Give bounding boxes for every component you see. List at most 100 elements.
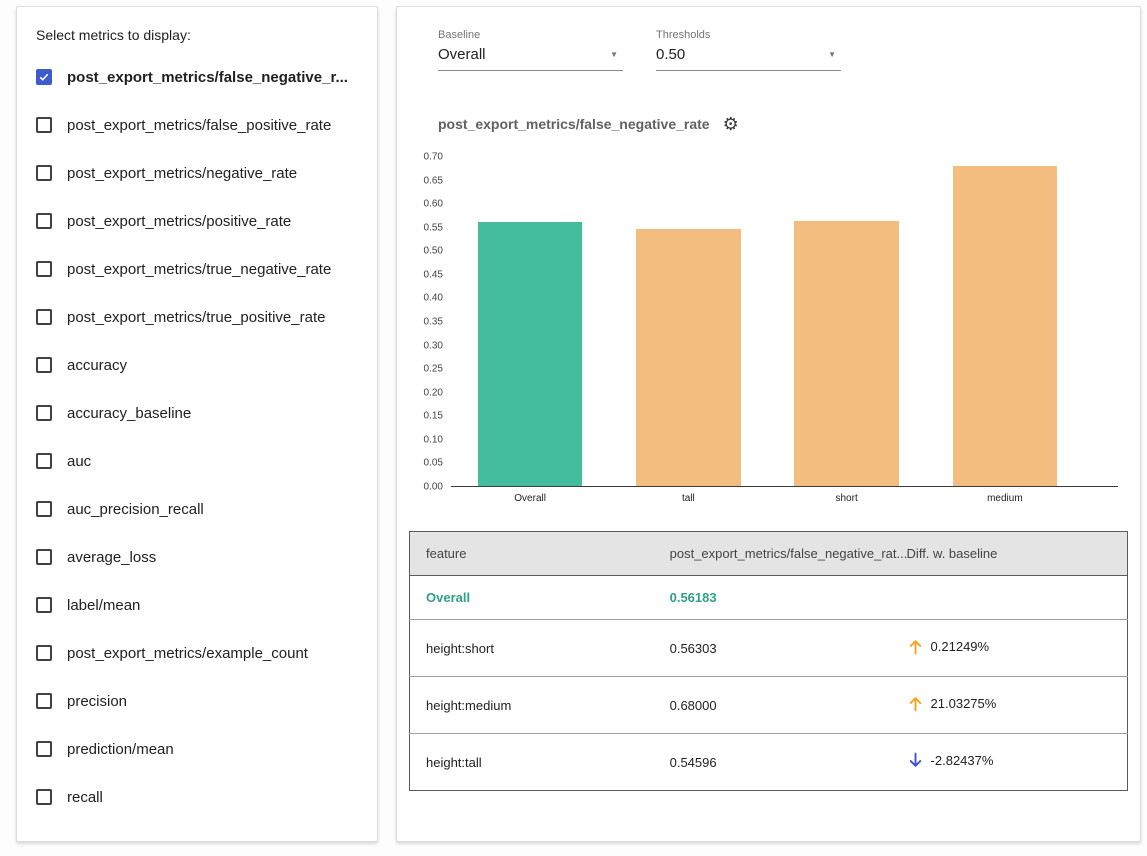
diff-up-arrow-icon xyxy=(907,638,924,655)
metric-checkbox[interactable] xyxy=(36,357,52,373)
y-axis-tick-label: 0.55 xyxy=(423,222,443,234)
metric-checkbox[interactable] xyxy=(36,405,52,421)
metric-label: post_export_metrics/false_negative_r... xyxy=(67,68,348,86)
y-axis-tick-label: 0.40 xyxy=(423,292,443,304)
metric-value-cell: 0.68000 xyxy=(669,697,717,713)
metric-checkbox-row: post_export_metrics/true_negative_rate xyxy=(36,245,361,293)
diff-cell xyxy=(891,576,1128,620)
diff-up-arrow-icon xyxy=(907,695,924,712)
table-column-header: Diff. w. baseline xyxy=(890,531,1128,576)
metric-checkbox-row: accuracy_baseline xyxy=(36,389,361,437)
diff-percent: 21.03275% xyxy=(930,696,997,711)
bar-medium xyxy=(952,166,1058,486)
metric-checkbox[interactable] xyxy=(36,693,52,709)
metric-checkbox[interactable] xyxy=(36,117,52,133)
metric-label: post_export_metrics/positive_rate xyxy=(67,212,292,230)
y-axis-tick-label: 0.70 xyxy=(423,151,443,163)
table-column-header: feature xyxy=(409,531,654,576)
thresholds-select-value: 0.50 xyxy=(656,46,686,63)
y-axis-tick-label: 0.35 xyxy=(423,316,443,328)
metric-checkbox[interactable] xyxy=(36,501,52,517)
feature-cell: height:short xyxy=(426,640,494,656)
metrics-panel-title: Select metrics to display: xyxy=(36,27,191,43)
diff-percent: -2.82437% xyxy=(930,753,994,768)
feature-cell: height:tall xyxy=(426,754,482,770)
baseline-select-value: Overall xyxy=(438,46,486,63)
y-axis-tick-label: 0.50 xyxy=(423,245,443,257)
metric-checkbox-row: post_export_metrics/positive_rate xyxy=(36,197,361,245)
metric-checkbox-row: prediction/mean xyxy=(36,725,361,773)
settings-gear-icon[interactable]: ⚙ xyxy=(722,114,739,134)
metric-label: prediction/mean xyxy=(67,740,174,758)
bar-slot xyxy=(768,157,926,486)
metric-checkbox-row: post_export_metrics/negative_rate xyxy=(36,149,361,197)
metric-checkbox[interactable] xyxy=(36,453,52,469)
metric-checkbox-row: post_export_metrics/true_positive_rate xyxy=(36,293,361,341)
y-axis-tick-label: 0.05 xyxy=(423,457,443,469)
baseline-select[interactable]: Baseline Overall ▼ xyxy=(438,29,623,71)
y-axis-tick-label: 0.45 xyxy=(423,269,443,281)
feature-cell: Overall xyxy=(426,590,471,605)
metric-label: post_export_metrics/true_positive_rate xyxy=(67,308,326,326)
metric-value-cell: 0.56303 xyxy=(669,640,717,656)
table-row: height:tall 0.54596 -2.82437% xyxy=(410,734,1128,791)
y-axis-tick-label: 0.60 xyxy=(423,198,443,210)
metric-value-cell: 0.54596 xyxy=(669,754,717,770)
bar-overall xyxy=(477,221,583,486)
metric-checkbox[interactable] xyxy=(36,213,52,229)
y-axis-tick-label: 0.30 xyxy=(423,340,443,352)
y-axis-tick-label: 0.65 xyxy=(423,175,443,187)
metric-checkbox-row: precision xyxy=(36,677,361,725)
metric-checkbox[interactable] xyxy=(36,165,52,181)
metric-label: average_loss xyxy=(67,548,157,566)
metric-checkbox[interactable] xyxy=(36,549,52,565)
metric-checkbox-row: post_export_metrics/false_negative_r... xyxy=(36,53,361,101)
metric-checkbox[interactable] xyxy=(36,69,52,85)
x-axis-labels: Overall tall short medium xyxy=(451,493,1084,504)
dropdown-arrow-icon: ▼ xyxy=(610,50,618,59)
table-row: height:short 0.56303 0.21249% xyxy=(409,620,1128,677)
metric-label: post_export_metrics/true_negative_rate xyxy=(67,260,332,278)
metric-checkbox-row: post_export_metrics/example_count xyxy=(36,629,361,677)
metric-value-cell: 0.56183 xyxy=(669,590,717,605)
bar-tall xyxy=(636,229,741,486)
table-row: Overall 0.56183 xyxy=(409,576,1128,620)
bar-slot xyxy=(609,157,767,486)
bar-chart: 0.00 0.05 0.10 0.15 0.20 0.25 0.30 0.35 0.40 0.45… xyxy=(409,152,1118,493)
diff-down-arrow-icon xyxy=(907,752,924,769)
chart-title: post_export_metrics/false_negative_rate xyxy=(438,116,710,132)
metric-label: precision xyxy=(67,692,128,710)
metrics-table: feature post_export_metrics/false_negativ… xyxy=(409,531,1128,791)
y-axis-tick-label: 0.00 xyxy=(423,481,443,493)
metric-checkbox[interactable] xyxy=(36,309,52,325)
metric-checkbox[interactable] xyxy=(36,645,52,661)
metric-checkbox-row: auc xyxy=(36,437,361,485)
table-column-header: post_export_metrics/false_negative_rat..… xyxy=(653,531,907,576)
feature-cell: height:medium xyxy=(426,697,512,713)
bar-slot xyxy=(926,157,1084,486)
metric-checkbox-row: recall xyxy=(36,773,361,821)
metric-label: post_export_metrics/example_count xyxy=(67,644,308,662)
dropdown-arrow-icon: ▼ xyxy=(828,50,836,59)
metric-checkbox[interactable] xyxy=(36,597,52,613)
metric-label: accuracy xyxy=(67,356,128,374)
metric-checkbox-row: post_export_metrics/false_positive_rate xyxy=(36,101,361,149)
diff-cell: -2.82437% xyxy=(891,734,1128,791)
metric-checkbox[interactable] xyxy=(36,261,52,277)
plot-area xyxy=(451,157,1118,487)
metrics-list: post_export_metrics/false_negative_r...p… xyxy=(36,53,361,821)
metric-label: accuracy_baseline xyxy=(67,404,192,422)
diff-percent: 0.21249% xyxy=(930,639,990,654)
metric-checkbox[interactable] xyxy=(36,741,52,757)
metric-label: post_export_metrics/negative_rate xyxy=(67,164,298,182)
thresholds-select-label: Thresholds xyxy=(656,29,711,41)
x-axis-label: tall xyxy=(681,493,695,504)
metric-checkbox-row: auc_precision_recall xyxy=(36,485,361,533)
thresholds-select[interactable]: Thresholds 0.50 ▼ xyxy=(656,29,841,71)
metric-label: auc_precision_recall xyxy=(67,500,204,518)
diff-cell: 0.21249% xyxy=(891,620,1128,677)
thresholds-select-field: 0.50 ▼ xyxy=(656,46,841,71)
metrics-select-panel: Select metrics to display: post_export_m… xyxy=(16,6,378,842)
metric-checkbox[interactable] xyxy=(36,789,52,805)
table-row: height:medium 0.68000 21.03275% xyxy=(409,677,1128,734)
